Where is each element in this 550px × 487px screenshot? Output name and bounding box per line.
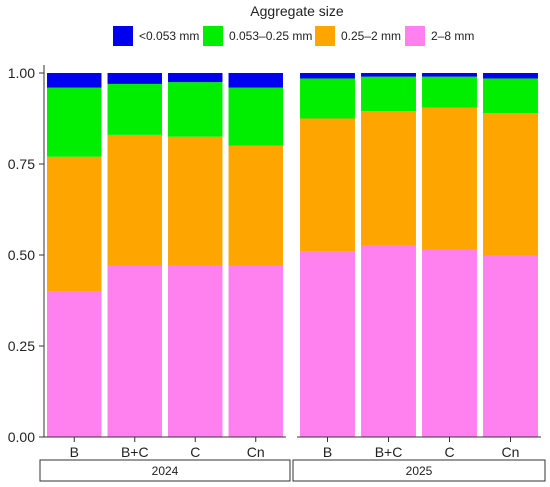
legend-swatch-0-25-2-mm xyxy=(315,26,335,46)
bar-2024-c-0-053-0-25-mm xyxy=(168,82,223,137)
bar-2025-c-0-053-mm xyxy=(422,73,477,77)
x-tick-label-c: C xyxy=(190,444,200,460)
x-tick-label-cn: Cn xyxy=(247,444,265,460)
bar-2024-b-c-0-053-0-25-mm xyxy=(107,83,162,135)
facet-strip-2024 xyxy=(39,459,291,482)
bar-2025-b-0-053-mm xyxy=(300,73,355,79)
bar-2024-cn-0-053-mm xyxy=(228,73,283,88)
legend-label-2-8-mm: 2–8 mm xyxy=(431,29,474,43)
x-tick-label-cn: Cn xyxy=(502,444,520,460)
x-tick-label-b: B xyxy=(323,444,332,460)
x-tick-label-b-c: B+C xyxy=(121,444,149,460)
bar-2024-cn-0-053-0-25-mm xyxy=(228,87,283,146)
x-tick-label-b: B xyxy=(70,444,79,460)
facet-strip-label-2024: 2024 xyxy=(152,464,179,478)
bar-2025-cn-0-25-2-mm xyxy=(483,113,538,255)
bar-2025-c-2-8-mm xyxy=(422,249,477,437)
y-tick-label-0-50: 0.50 xyxy=(8,247,35,263)
legend-label-0-25-2-mm: 0.25–2 mm xyxy=(341,29,401,43)
legend-swatch-0-053-mm xyxy=(113,26,133,46)
bar-2024-b-c-2-8-mm xyxy=(107,265,162,437)
bar-2024-b-0-053-0-25-mm xyxy=(47,87,102,157)
bar-2025-b-c-0-25-2-mm xyxy=(361,111,416,246)
y-axis: 0.00 0.25 0.50 0.75 1.00 xyxy=(8,65,45,445)
bar-2025-cn-0-053-mm xyxy=(483,73,538,79)
bar-2025-b-c-2-8-mm xyxy=(361,245,416,437)
bar-2024-c-0-25-2-mm xyxy=(168,136,223,266)
bar-2025-c-0-25-2-mm xyxy=(422,107,477,250)
x-tick-label-c: C xyxy=(444,444,454,460)
bar-2024-c-0-053-mm xyxy=(168,73,223,83)
bar-2025-c-0-053-0-25-mm xyxy=(422,76,477,108)
bar-2024-cn-2-8-mm xyxy=(228,265,283,437)
bar-2025-b-0-053-0-25-mm xyxy=(300,78,355,119)
x-tick-label-b-c: B+C xyxy=(375,444,403,460)
bar-2025-b-2-8-mm xyxy=(300,251,355,437)
panel-2025: B B+C C Cn 2025 xyxy=(292,73,546,482)
facet-panels: B B+C C Cn 2024 B B+C C Cn 2025 xyxy=(39,73,546,482)
y-tick-label-0-00: 0.00 xyxy=(8,429,35,445)
y-tick-label-1-00: 1.00 xyxy=(8,65,35,81)
bar-2025-b-0-25-2-mm xyxy=(300,118,355,252)
y-tick-label-0-25: 0.25 xyxy=(8,338,35,354)
bar-2024-c-2-8-mm xyxy=(168,265,223,437)
legend-swatch-2-8-mm xyxy=(405,26,425,46)
y-tick-label-0-75: 0.75 xyxy=(8,156,35,172)
bar-2024-cn-0-25-2-mm xyxy=(228,145,283,266)
legend-label-0-053-mm: <0.053 mm xyxy=(139,29,199,43)
bar-2024-b-0-053-mm xyxy=(47,73,102,88)
legend-label-0-053-0-25-mm: 0.053–0.25 mm xyxy=(229,29,312,43)
bar-2025-b-c-0-053-0-25-mm xyxy=(361,76,416,112)
legend: Aggregate size <0.053 mm 0.053–0.25 mm 0.2… xyxy=(113,3,474,46)
bar-2024-b-0-25-2-mm xyxy=(47,156,102,292)
legend-items: <0.053 mm 0.053–0.25 mm 0.25–2 mm 2–8 mm xyxy=(113,26,474,46)
legend-swatch-0-053-0-25-mm xyxy=(203,26,223,46)
bar-2024-b-c-0-25-2-mm xyxy=(107,134,162,266)
bar-2024-b-2-8-mm xyxy=(47,291,102,437)
bar-2025-cn-0-053-0-25-mm xyxy=(483,78,538,114)
bar-2025-cn-2-8-mm xyxy=(483,255,538,437)
facet-strip-2025 xyxy=(292,459,546,482)
bar-2025-b-c-0-053-mm xyxy=(361,73,416,77)
legend-title: Aggregate size xyxy=(250,3,344,19)
panel-2024: B B+C C Cn 2024 xyxy=(39,73,291,482)
bar-2024-b-c-0-053-mm xyxy=(107,73,162,84)
facet-strip-label-2025: 2025 xyxy=(406,464,433,478)
